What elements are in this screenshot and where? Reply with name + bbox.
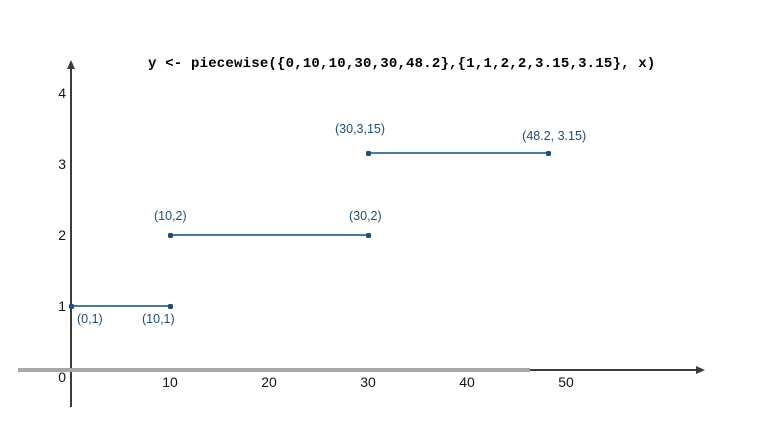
y-tick-label: 2 [58, 227, 66, 243]
data-point [167, 303, 173, 309]
segment-piece-3 [368, 152, 549, 155]
chart-title: y <- piecewise({0,10,10,30,30,48.2},{1,1… [148, 56, 656, 72]
point-label: (48.2, 3.15) [522, 129, 587, 144]
x-tick-label: 10 [162, 374, 178, 390]
x-tick-label: 30 [360, 374, 376, 390]
point-label: (10,2) [154, 209, 187, 223]
point-label: (30,2) [349, 209, 382, 223]
data-point [365, 232, 371, 238]
y-tick-label: 0 [58, 369, 66, 385]
x-axis-gray-segment [18, 368, 530, 372]
y-axis-arrow-icon [67, 60, 75, 69]
data-point [167, 232, 173, 238]
y-tick-label: 3 [58, 156, 66, 172]
x-tick-label: 40 [459, 374, 475, 390]
y-tick-label: 1 [58, 298, 66, 314]
point-label: (10,1) [142, 312, 175, 326]
x-tick-label: 20 [261, 374, 277, 390]
data-point [545, 150, 551, 156]
point-label: (0,1) [77, 312, 103, 326]
x-axis-arrow-icon [696, 366, 705, 374]
y-tick-label: 4 [58, 85, 66, 101]
point-label: (30,3,15) [335, 122, 386, 137]
segment-piece-2 [170, 234, 368, 236]
data-point [365, 150, 371, 156]
y-axis-line [70, 66, 72, 407]
data-point [68, 303, 74, 309]
segment-piece-1 [71, 305, 170, 307]
x-tick-label: 50 [558, 374, 574, 390]
